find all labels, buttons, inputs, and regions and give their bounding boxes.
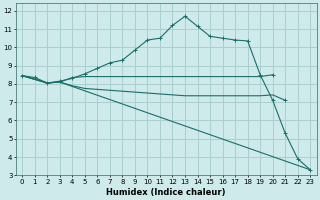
X-axis label: Humidex (Indice chaleur): Humidex (Indice chaleur) — [107, 188, 226, 197]
